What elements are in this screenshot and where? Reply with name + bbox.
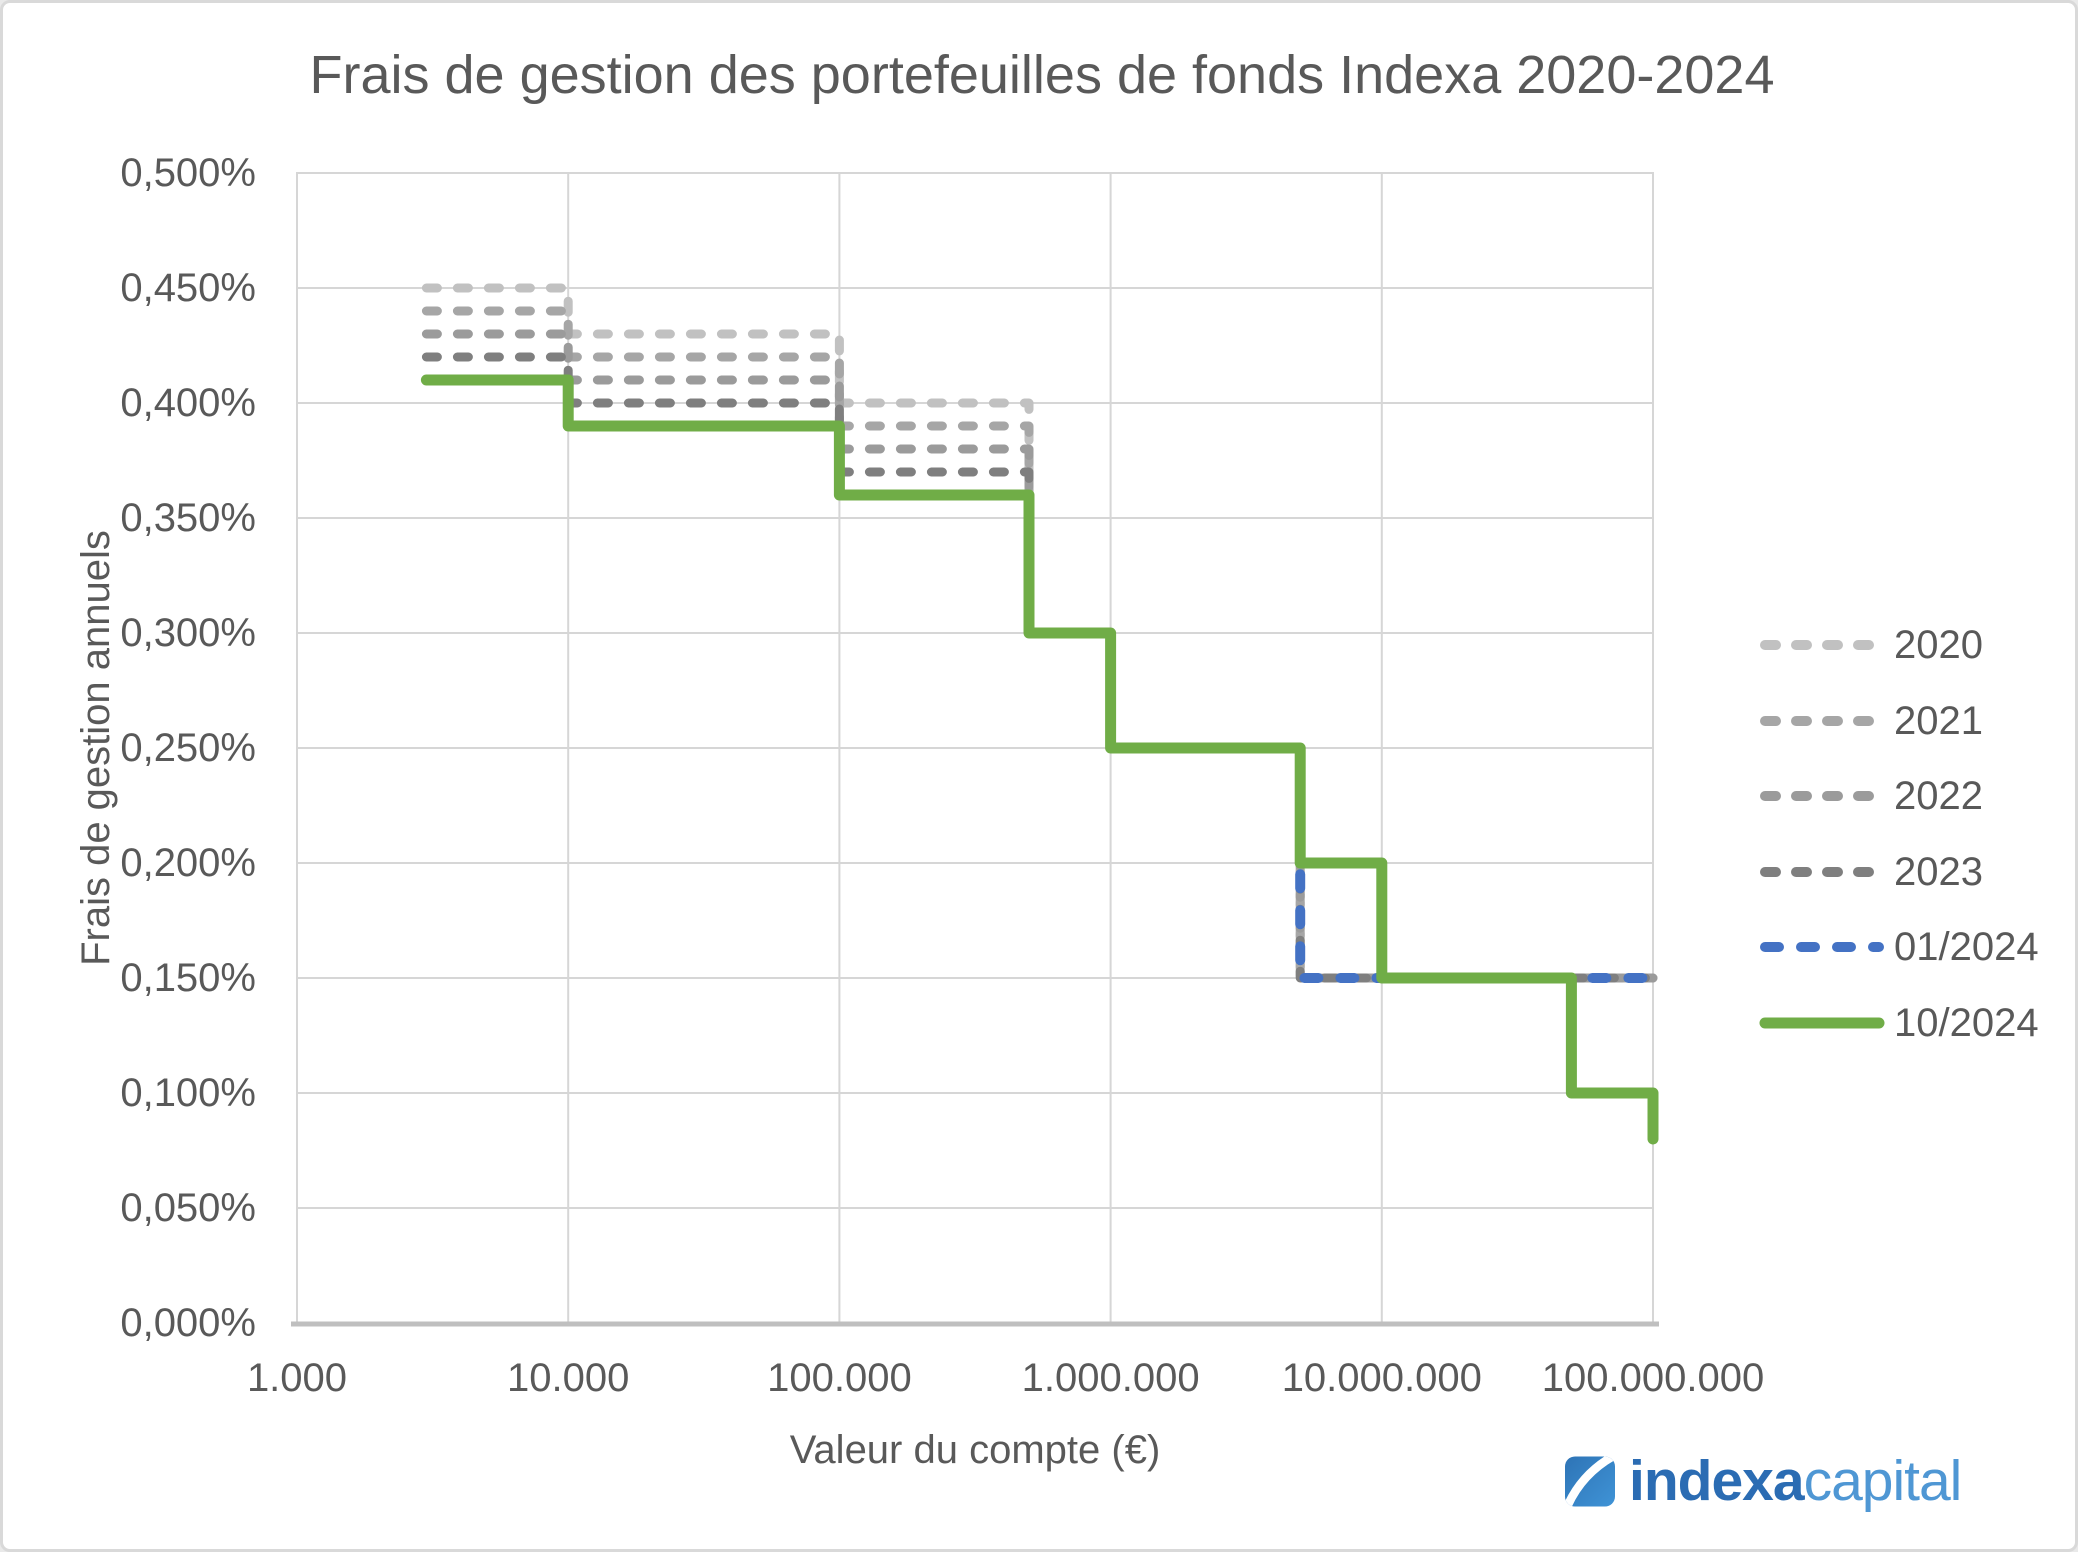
legend-label: 10/2024 <box>1894 1000 2039 1045</box>
legend-marker-dashed-line <box>1760 791 1884 801</box>
y-tick-label: 0,100% <box>120 1071 256 1115</box>
legend-label: 2020 <box>1894 623 1983 667</box>
legend-item-2020: 2020 <box>1759 621 1983 669</box>
brand-name-bold: indexa <box>1629 1449 1805 1513</box>
x-tick-label: 10.000.000 <box>1281 1356 1482 1400</box>
y-tick-label: 0,150% <box>120 956 256 1000</box>
chart-title: Frais de gestion des portefeuilles de fo… <box>309 45 1775 105</box>
x-tick-label: 100.000 <box>767 1356 912 1400</box>
series-line-2021 <box>421 306 1658 983</box>
x-tick-label: 1.000.000 <box>1021 1356 1200 1400</box>
series-line-10/2024 <box>420 374 1659 1145</box>
x-tick-label: 100.000.000 <box>1541 1356 1765 1400</box>
y-tick-label: 0,050% <box>120 1186 256 1230</box>
legend-marker-dashed-line <box>1760 715 1884 726</box>
y-tick-label: 0,250% <box>120 726 256 770</box>
legend-marker-dashed-line <box>1760 866 1884 877</box>
legend-item-10/2024: 10/2024 <box>1759 999 2039 1047</box>
x-tick-label: 1.000 <box>246 1356 348 1400</box>
brand-logo: indexa capital <box>1565 1449 1963 1513</box>
x-tick-label: 10.000 <box>507 1356 630 1400</box>
x-axis-title: Valeur du compte (€) <box>789 1428 1161 1472</box>
y-tick-label: 0,000% <box>120 1301 256 1345</box>
plot-area <box>291 172 1659 1327</box>
legend-item-2023: 2023 <box>1759 848 1983 896</box>
legend-label: 2022 <box>1894 774 1983 818</box>
legend-item-2022: 2022 <box>1759 772 1983 820</box>
legend-item-01/2024: 01/2024 <box>1759 923 2039 971</box>
legend-marker-solid-line <box>1759 1017 1885 1028</box>
y-tick-label: 0,450% <box>120 266 256 310</box>
series-line-2023 <box>421 352 1658 983</box>
legend-item-2021: 2021 <box>1759 697 1983 745</box>
y-tick-label: 0,200% <box>120 841 256 885</box>
series-line-01/2024 <box>421 375 1658 983</box>
y-tick-label: 0,350% <box>120 496 256 540</box>
y-tick-label: 0,500% <box>120 151 256 195</box>
legend-label: 2021 <box>1894 698 1983 743</box>
legend-label: 01/2024 <box>1894 925 2039 969</box>
y-tick-label: 0,400% <box>120 381 256 425</box>
indexa-capital-swoosh-icon <box>1565 1456 1615 1506</box>
legend-label: 2023 <box>1894 849 1983 894</box>
y-tick-label: 0,300% <box>120 611 256 655</box>
legend-marker-dashed-line <box>1760 640 1884 650</box>
brand-name-light: capital <box>1803 1449 1963 1513</box>
legend-marker-dashed-line <box>1760 942 1884 952</box>
